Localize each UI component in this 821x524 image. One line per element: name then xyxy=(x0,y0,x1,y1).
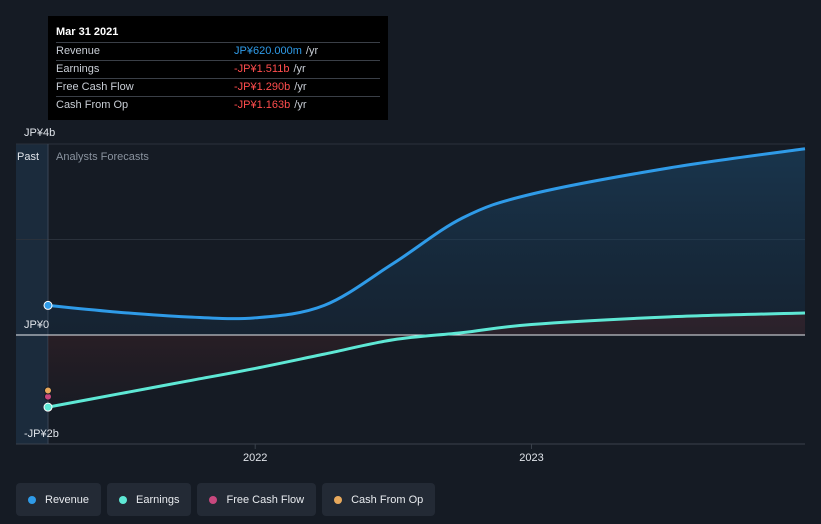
tooltip-row-earnings: Earnings -JP¥1.511b /yr xyxy=(56,60,380,78)
marker-cash-from-op xyxy=(44,386,52,395)
y-tick-label: -JP¥2b xyxy=(24,428,59,440)
earnings-line xyxy=(47,311,806,409)
tooltip-value: JP¥620.000m xyxy=(234,45,302,57)
tooltip-value: -JP¥1.290b xyxy=(234,81,291,93)
past-label: Past xyxy=(17,151,39,163)
legend-item-cash-from-op[interactable]: Cash From Op xyxy=(322,483,436,516)
tooltip-label: Free Cash Flow xyxy=(56,81,134,93)
tooltip-label: Revenue xyxy=(56,45,101,57)
legend-item-revenue[interactable]: Revenue xyxy=(16,483,102,516)
legend-dot-icon xyxy=(119,495,128,504)
legend-label: Earnings xyxy=(136,493,180,506)
legend-dot-icon xyxy=(209,495,218,504)
tooltip-value: -JP¥1.511b xyxy=(234,63,290,75)
tooltip: Mar 31 2021 Revenue JP¥620.000m /yr Earn… xyxy=(48,16,388,120)
tooltip-row-cash-from-op: Cash From Op -JP¥1.163b /yr xyxy=(56,96,380,114)
legend-dot-icon xyxy=(28,495,36,504)
legend: Revenue Earnings Free Cash Flow Cash Fro… xyxy=(16,483,436,516)
tooltip-value: -JP¥1.163b xyxy=(234,99,291,111)
legend-item-earnings[interactable]: Earnings xyxy=(107,483,192,516)
x-tick-label: 2023 xyxy=(519,452,543,464)
tooltip-unit: /yr xyxy=(294,99,307,111)
tooltip-unit: /yr xyxy=(294,81,307,93)
marker-earnings xyxy=(43,402,53,412)
marker-revenue xyxy=(43,300,53,310)
revenue-line xyxy=(47,147,806,321)
earnings-area xyxy=(48,313,805,408)
tooltip-unit: /yr xyxy=(293,63,306,75)
tooltip-row-revenue: Revenue JP¥620.000m /yr xyxy=(56,42,380,60)
y-tick-label: JP¥0 xyxy=(24,319,49,331)
past-region xyxy=(16,144,48,444)
tooltip-label: Cash From Op xyxy=(56,99,129,111)
x-tick-label: 2022 xyxy=(243,452,267,464)
tooltip-unit: /yr xyxy=(305,45,319,57)
forecast-label: Analysts Forecasts xyxy=(56,151,149,163)
tooltip-row-free-cash-flow: Free Cash Flow -JP¥1.290b /yr xyxy=(56,78,380,96)
tooltip-label: Earnings xyxy=(56,63,100,75)
legend-item-free-cash-flow[interactable]: Free Cash Flow xyxy=(197,483,317,516)
legend-dot-icon xyxy=(334,495,343,504)
legend-label: Cash From Op xyxy=(351,493,424,506)
legend-label: Free Cash Flow xyxy=(226,493,305,506)
y-tick-label: JP¥4b xyxy=(24,127,55,139)
legend-label: Revenue xyxy=(45,493,90,506)
tooltip-date: Mar 31 2021 xyxy=(56,26,119,38)
